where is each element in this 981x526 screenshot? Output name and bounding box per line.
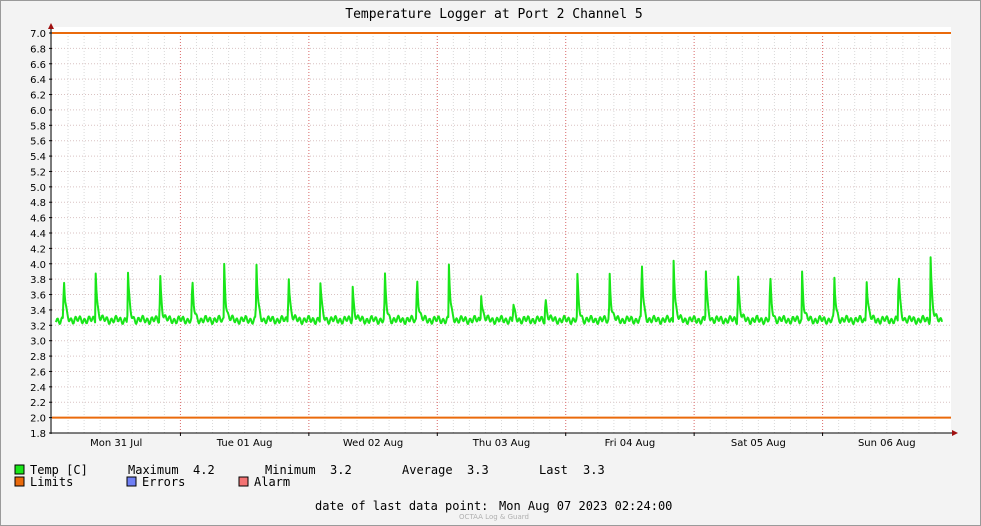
x-axis-ticks: Mon 31 Jul Tue 01 Aug Wed 02 Aug Thu 03 Aug…	[90, 433, 916, 449]
y-tick-label: 3.2	[30, 321, 46, 332]
y-tick-label: 2.0	[30, 414, 46, 425]
x-tick-label: Thu 03 Aug	[472, 438, 530, 449]
y-tick-label: 4.0	[30, 260, 46, 271]
y-tick-label: 2.8	[30, 352, 46, 363]
stat-last-label: Last	[539, 463, 568, 477]
y-tick-label: 4.4	[30, 229, 46, 240]
stat-maximum-value: 4.2	[193, 463, 215, 477]
last-data-point-label: date of last data point:	[315, 499, 488, 513]
y-axis-ticks: 1.8 2.0 2.2 2.4 2.6 2.8 3.0 3.2 3.4 3.6 3.8 4.0 4.2 4…	[30, 29, 52, 440]
x-tick-label: Sun 06 Aug	[858, 438, 916, 449]
y-tick-label: 6.4	[30, 75, 46, 86]
chart-title: Temperature Logger at Port 2 Channel 5	[345, 7, 642, 22]
y-tick-label: 3.6	[30, 291, 46, 302]
y-tick-label: 5.8	[30, 121, 46, 132]
y-tick-label: 6.6	[30, 60, 46, 71]
stat-last-value: 3.3	[583, 463, 605, 477]
legend-label-errors: Errors	[142, 475, 185, 489]
y-tick-label: 3.8	[30, 275, 46, 286]
x-tick-label: Tue 01 Aug	[216, 438, 273, 449]
y-tick-label: 4.2	[30, 244, 46, 255]
stat-average-label: Average	[402, 463, 453, 477]
x-tick-label: Fri 04 Aug	[605, 438, 656, 449]
plot-area	[52, 27, 951, 433]
x-tick-label: Wed 02 Aug	[343, 438, 403, 449]
y-tick-label: 7.0	[30, 29, 46, 40]
y-tick-label: 3.0	[30, 337, 46, 348]
temp-series-line	[54, 256, 943, 326]
y-tick-label: 5.2	[30, 167, 46, 178]
legend-label-temp: Temp [C]	[30, 463, 88, 477]
legend-swatch-alarm	[238, 476, 249, 487]
x-tick-label: Sat 05 Aug	[731, 438, 786, 449]
grid	[52, 32, 951, 434]
legend-label-alarm: Alarm	[254, 475, 290, 489]
y-tick-label: 4.8	[30, 198, 46, 209]
stat-minimum-label: Minimum	[265, 463, 316, 477]
legend-swatch-errors	[126, 476, 137, 487]
y-tick-label: 5.6	[30, 137, 46, 148]
y-tick-label: 2.6	[30, 367, 46, 378]
stat-average-value: 3.3	[467, 463, 489, 477]
legend-swatch-limits	[14, 476, 25, 487]
y-tick-label: 5.4	[30, 152, 46, 163]
y-axis-arrow	[48, 23, 54, 29]
y-tick-label: 2.4	[30, 383, 46, 394]
y-tick-label: 4.6	[30, 214, 46, 225]
legend-label-limits: Limits	[30, 475, 73, 489]
stat-maximum-label: Maximum	[128, 463, 179, 477]
y-tick-label: 2.2	[30, 398, 46, 409]
stat-minimum-value: 3.2	[330, 463, 352, 477]
x-axis-arrow	[952, 430, 958, 436]
y-tick-label: 6.8	[30, 44, 46, 55]
y-tick-label: 3.4	[30, 306, 46, 317]
watermark: OCTAA Log & Guard	[459, 513, 529, 521]
y-tick-label: 6.0	[30, 106, 46, 117]
legend-swatch-temp	[14, 464, 25, 475]
limit-lines	[52, 32, 951, 419]
last-data-point-value: Mon Aug 07 2023 02:24:00	[499, 499, 672, 513]
x-tick-label: Mon 31 Jul	[90, 438, 142, 449]
legend: Temp [C] Maximum 4.2 Minimum 3.2 Average…	[14, 463, 605, 489]
y-tick-label: 6.2	[30, 91, 46, 102]
y-tick-label: 5.0	[30, 183, 46, 194]
y-tick-label: 1.8	[30, 429, 46, 440]
